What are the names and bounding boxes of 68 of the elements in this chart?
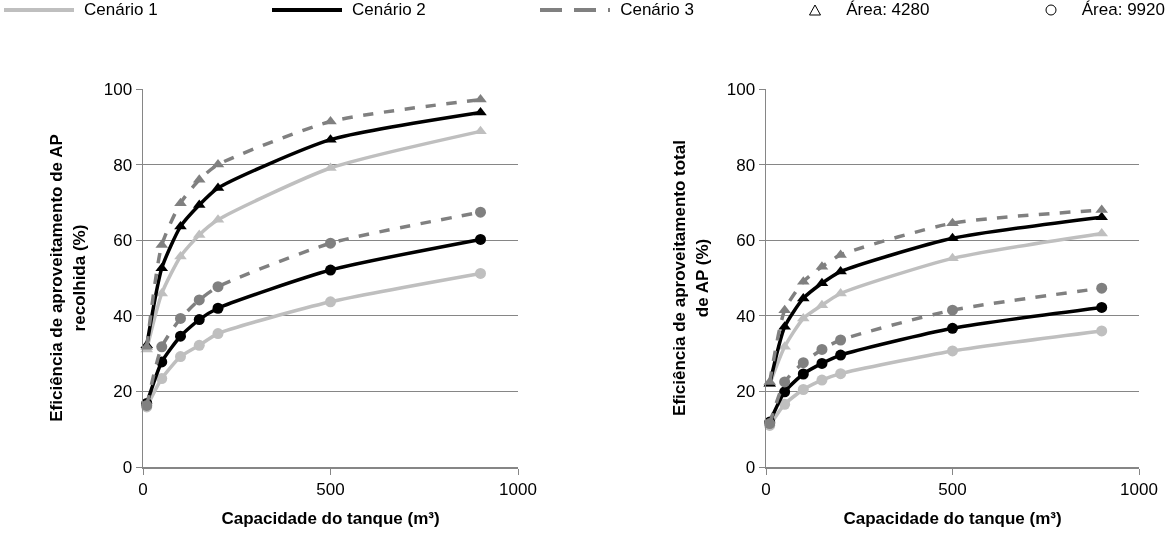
x-tick-label: 1000 [499,479,537,499]
point [325,237,336,249]
point [779,398,791,410]
point [212,328,224,340]
point [816,357,828,369]
point [1096,325,1108,337]
x-tick-label: 1000 [1120,479,1158,499]
y-tick-label: 0 [122,457,133,477]
y-tick-label: 20 [736,382,756,402]
point [156,373,168,385]
point [779,386,791,398]
x-tick-label: 500 [316,479,345,499]
point [796,312,810,322]
point [156,341,168,353]
point [174,250,187,260]
y-tick-label: 0 [745,457,756,477]
point [1096,282,1108,294]
point [947,322,958,334]
point [475,206,486,218]
point [474,106,487,116]
y-axis-title: Eficiência de aproveitamento de AP recolhida (%) [47,134,89,422]
point [835,368,847,380]
x-axis-title: Capacidade do tanque (m³) [221,509,440,529]
point [796,292,810,302]
y-tick-label: 100 [726,79,756,99]
x-tick-label: 0 [761,479,771,499]
legend-label: Cenário 1 [84,0,158,20]
point [816,374,828,386]
point [212,302,224,314]
point [175,312,186,324]
legend-label: Cenário 3 [620,0,694,20]
point [193,294,205,306]
x-tick-label: 500 [938,479,967,499]
y-tick-label: 40 [113,306,133,326]
point [212,281,224,293]
point [325,296,336,308]
x-axis-title: Capacidade do tanque (m³) [843,509,1062,529]
point [1095,227,1109,237]
y-tick-label: 80 [736,155,756,175]
point [797,384,809,396]
point [815,277,829,287]
y-tick-label: 60 [113,231,133,251]
point [947,304,958,316]
text: Área: 4280 [846,0,930,20]
point [797,357,809,369]
point [193,339,205,351]
point [193,314,205,326]
point [175,351,186,363]
y-tick-label: 60 [736,231,756,251]
y-tick-label: 80 [113,155,133,175]
y-tick-label: 100 [103,79,133,99]
point [475,267,486,279]
x-tick-label: 0 [138,479,148,499]
legend-label: Cenário 2 [352,0,426,20]
point [779,376,791,388]
y-tick-label: 20 [113,382,133,402]
text: Área: 9920 [1081,0,1165,20]
point [475,233,486,245]
y-tick-label: 40 [736,306,756,326]
point [816,343,828,355]
point [835,349,847,361]
point [947,345,958,357]
point [175,330,186,342]
point [1096,301,1108,313]
y-axis-title: Eficiência de aproveitamento total de AP (%) [670,140,712,416]
point [797,368,809,380]
point [835,334,847,346]
point [325,264,336,276]
